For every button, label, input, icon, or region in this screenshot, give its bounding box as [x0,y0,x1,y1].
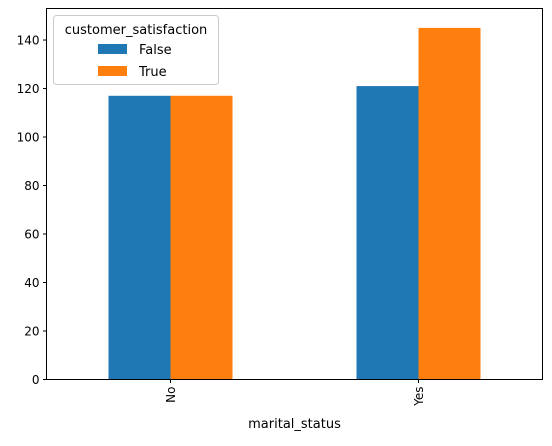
legend: customer_satisfaction False True [53,15,219,85]
bars-group [108,27,481,380]
bar-no-false [108,95,171,380]
y-tick-label: 120 [17,82,40,96]
plot-frame [46,8,543,380]
x-axis-label: marital_status [248,417,341,432]
y-tick-label: 40 [24,276,39,290]
legend-swatch-true [98,66,127,76]
x-axis: No Yes [164,379,426,407]
y-tick-label: 0 [32,373,40,387]
x-tick-label: No [164,387,178,403]
legend-label-true: True [138,65,167,80]
legend-swatch-false [98,44,127,54]
legend-frame [53,15,219,85]
y-tick-label: 100 [17,131,40,145]
y-tick-label: 80 [24,179,39,193]
bar-yes-false [356,86,419,380]
legend-label-false: False [139,43,172,58]
y-axis: 0 20 40 60 80 100 120 140 [17,34,47,387]
x-tick-label: Yes [412,387,426,407]
y-tick-label: 20 [24,325,39,339]
bar-no-true [170,95,233,380]
y-tick-label: 140 [17,34,40,48]
bar-yes-true [418,27,481,380]
y-tick-label: 60 [24,228,39,242]
legend-title: customer_satisfaction [65,23,208,38]
